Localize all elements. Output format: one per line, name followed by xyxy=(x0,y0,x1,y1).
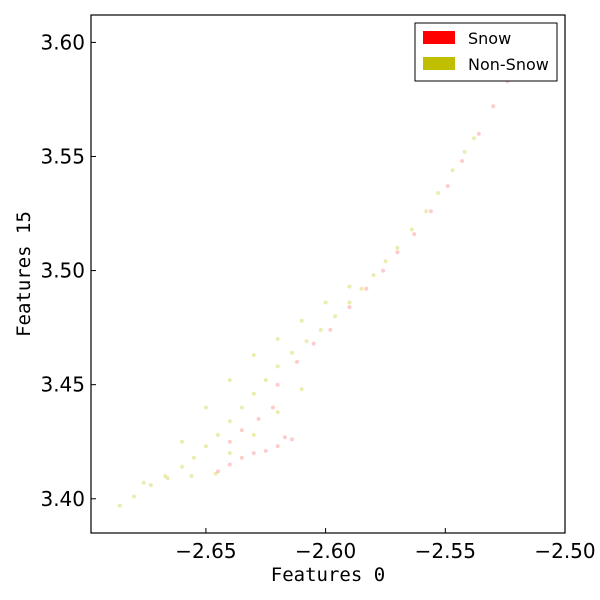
non-snow-point xyxy=(371,273,376,278)
y-tick-label: 3.45 xyxy=(40,373,85,397)
snow-point xyxy=(381,268,386,273)
snow-point xyxy=(347,305,352,310)
non-snow-point xyxy=(436,191,441,195)
snow-point xyxy=(251,451,256,456)
non-snow-point xyxy=(347,284,352,289)
non-snow-point xyxy=(165,476,170,481)
snow-point xyxy=(282,435,287,440)
snow-point xyxy=(270,405,275,410)
snow-point xyxy=(328,327,333,332)
non-snow-point xyxy=(424,209,429,214)
snow-point xyxy=(460,159,465,163)
snow-series-points xyxy=(215,67,520,474)
plot-frame xyxy=(90,14,566,534)
snow-point xyxy=(476,131,481,136)
non-snow-point xyxy=(141,480,146,485)
y-tick-label: 3.50 xyxy=(40,259,85,283)
non-snow-point xyxy=(203,405,208,410)
y-axis-label: Features 15 xyxy=(13,211,35,337)
non-snow-point xyxy=(323,300,328,305)
non-snow-point xyxy=(290,350,295,355)
non-snow-point xyxy=(299,387,304,392)
non-snow-point xyxy=(359,286,364,291)
non-snow-point xyxy=(251,432,256,437)
y-tick-label: 3.55 xyxy=(40,144,85,168)
y-axis-ticks: 3.40 3.45 3.50 3.55 3.60 xyxy=(40,30,96,511)
snow-point xyxy=(445,184,450,189)
snow-point xyxy=(275,382,280,387)
snow-point xyxy=(239,455,244,460)
non-snow-point xyxy=(275,410,280,415)
snow-point xyxy=(294,359,299,364)
non-snow-point xyxy=(450,168,455,173)
non-snow-point xyxy=(203,444,208,449)
non-snow-point xyxy=(189,474,194,478)
x-tick-label: −2.65 xyxy=(175,539,236,563)
non-snow-point xyxy=(409,227,414,232)
snow-point xyxy=(227,439,232,444)
snow-point xyxy=(227,462,232,467)
x-axis-label: Features 0 xyxy=(271,564,385,586)
non-snow-point xyxy=(191,455,196,460)
non-snow-point xyxy=(472,136,476,141)
non-snow-point xyxy=(299,318,304,323)
snow-point xyxy=(275,444,280,449)
non-snow-point xyxy=(275,337,280,341)
snow-point xyxy=(215,469,220,474)
non-snow-point xyxy=(462,149,467,154)
x-tick-label: −2.50 xyxy=(534,539,595,563)
snow-point xyxy=(239,428,244,433)
non-snow-point xyxy=(180,439,184,444)
non-snow-point xyxy=(383,259,388,264)
snow-point xyxy=(256,416,261,421)
non-snow-point xyxy=(263,378,268,383)
non-snow-point xyxy=(251,391,256,396)
x-tick-label: −2.55 xyxy=(415,539,476,563)
non-snow-point xyxy=(163,474,168,478)
non-snow-point xyxy=(347,300,352,305)
non-snow-point xyxy=(304,339,309,344)
legend-swatch-non-snow xyxy=(423,57,455,70)
snow-point xyxy=(364,286,369,291)
snow-point xyxy=(412,232,417,237)
non-snow-point xyxy=(227,378,232,383)
non-snow-point xyxy=(227,419,232,424)
non-snow-point xyxy=(395,245,400,250)
non-snow-point xyxy=(132,494,137,499)
snow-point xyxy=(491,104,496,109)
x-tick-label: −2.60 xyxy=(295,539,356,563)
y-tick-label: 3.40 xyxy=(40,487,85,511)
y-tick-label: 3.60 xyxy=(40,30,85,54)
non-snow-point xyxy=(239,405,244,410)
legend-swatch-snow xyxy=(423,31,455,44)
legend-label-non-snow: Non-Snow xyxy=(468,55,549,74)
legend-label-snow: Snow xyxy=(468,29,511,48)
snow-point xyxy=(428,209,433,214)
non-snow-point xyxy=(318,327,323,332)
legend: Snow Non-Snow xyxy=(414,22,558,82)
non-snow-point xyxy=(213,471,218,476)
non-snow-point xyxy=(117,503,122,508)
non-snow-point xyxy=(148,483,153,488)
non-snow-series-points xyxy=(117,136,476,508)
non-snow-point xyxy=(215,432,220,437)
non-snow-point xyxy=(180,464,184,469)
plot-background xyxy=(91,15,565,533)
snow-point xyxy=(290,437,295,442)
snow-point xyxy=(263,448,268,453)
snow-point xyxy=(395,250,400,255)
non-snow-point xyxy=(227,451,232,456)
non-snow-point xyxy=(333,314,338,319)
x-axis-ticks: −2.65 −2.60 −2.55 −2.50 xyxy=(175,528,596,563)
snow-point xyxy=(311,341,316,346)
non-snow-point xyxy=(251,353,256,357)
non-snow-point xyxy=(275,364,280,369)
